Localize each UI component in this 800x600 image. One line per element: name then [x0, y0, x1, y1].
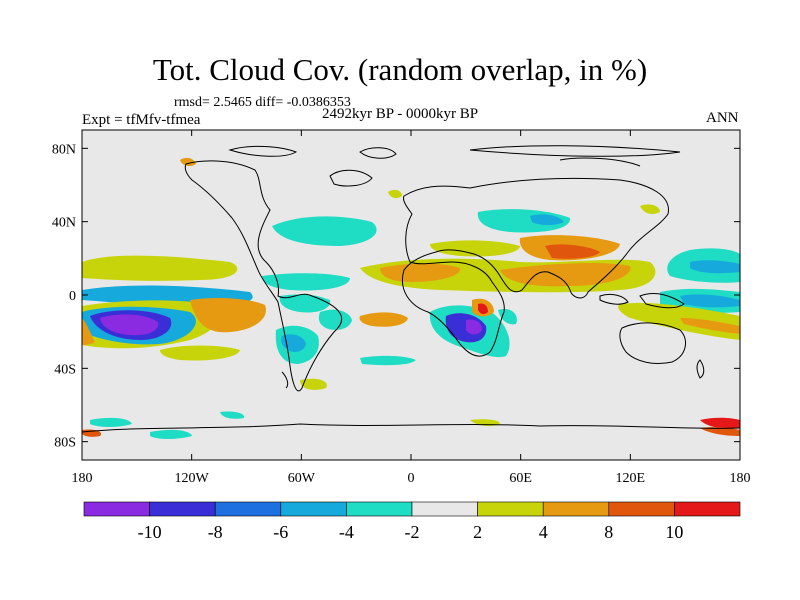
colorbar-swatch	[411, 501, 478, 517]
lon-tick-label: 180	[72, 471, 93, 486]
longitude-axis: 180 120W 60W 0 60E 120E 180	[72, 130, 751, 486]
colorbar-boxes	[83, 501, 741, 517]
colorbar-label: -10	[138, 522, 162, 542]
lon-tick-label: 60W	[288, 471, 316, 486]
season-label: ANN	[706, 110, 739, 126]
lon-tick-label: 60E	[509, 471, 532, 486]
anomaly-field	[82, 157, 740, 439]
colorbar-swatch	[214, 501, 282, 517]
lon-tick-label: 0	[408, 471, 415, 486]
colorbar-label: 4	[539, 522, 548, 542]
colorbar-labels: -10 -8 -6 -4 -2 2 4 8 10	[138, 522, 684, 542]
experiment-label: Expt = tfMfv-tfmea	[82, 112, 201, 128]
colorbar-label: 10	[665, 522, 683, 542]
lat-tick-label: 80N	[52, 142, 76, 157]
lat-tick-label: 40N	[52, 216, 76, 231]
coastlines	[82, 145, 740, 433]
colorbar-swatch	[608, 501, 675, 517]
period-label: 2492kyr BP - 0000kyr BP	[322, 106, 479, 122]
lat-tick-label: 0	[69, 289, 76, 304]
colorbar-swatch	[280, 501, 347, 517]
lat-tick-label: 40S	[54, 362, 76, 377]
colorbar-label: -6	[273, 522, 288, 542]
colorbar-label: 2	[473, 522, 482, 542]
colorbar-swatch	[542, 501, 610, 517]
colorbar-swatch	[346, 501, 413, 517]
colorbar-swatch	[149, 501, 216, 517]
lon-tick-label: 180	[730, 471, 751, 486]
lon-tick-label: 120W	[175, 471, 210, 486]
colorbar-label: 8	[604, 522, 613, 542]
colorbar-swatch	[477, 501, 544, 517]
plot-title: Tot. Cloud Cov. (random overlap, in %)	[152, 52, 648, 87]
colorbar-swatch	[674, 501, 741, 517]
latitude-axis: 80N 40N 0 40S 80S	[52, 142, 740, 451]
colorbar-label: -2	[405, 522, 420, 542]
stats-label: rmsd= 2.5465 diff= -0.0386353	[174, 95, 351, 110]
colorbar-label: -8	[208, 522, 223, 542]
lon-tick-label: 120E	[616, 471, 646, 486]
colorbar-label: -4	[339, 522, 354, 542]
lat-tick-label: 80S	[54, 436, 76, 451]
colorbar-swatch	[83, 501, 150, 517]
